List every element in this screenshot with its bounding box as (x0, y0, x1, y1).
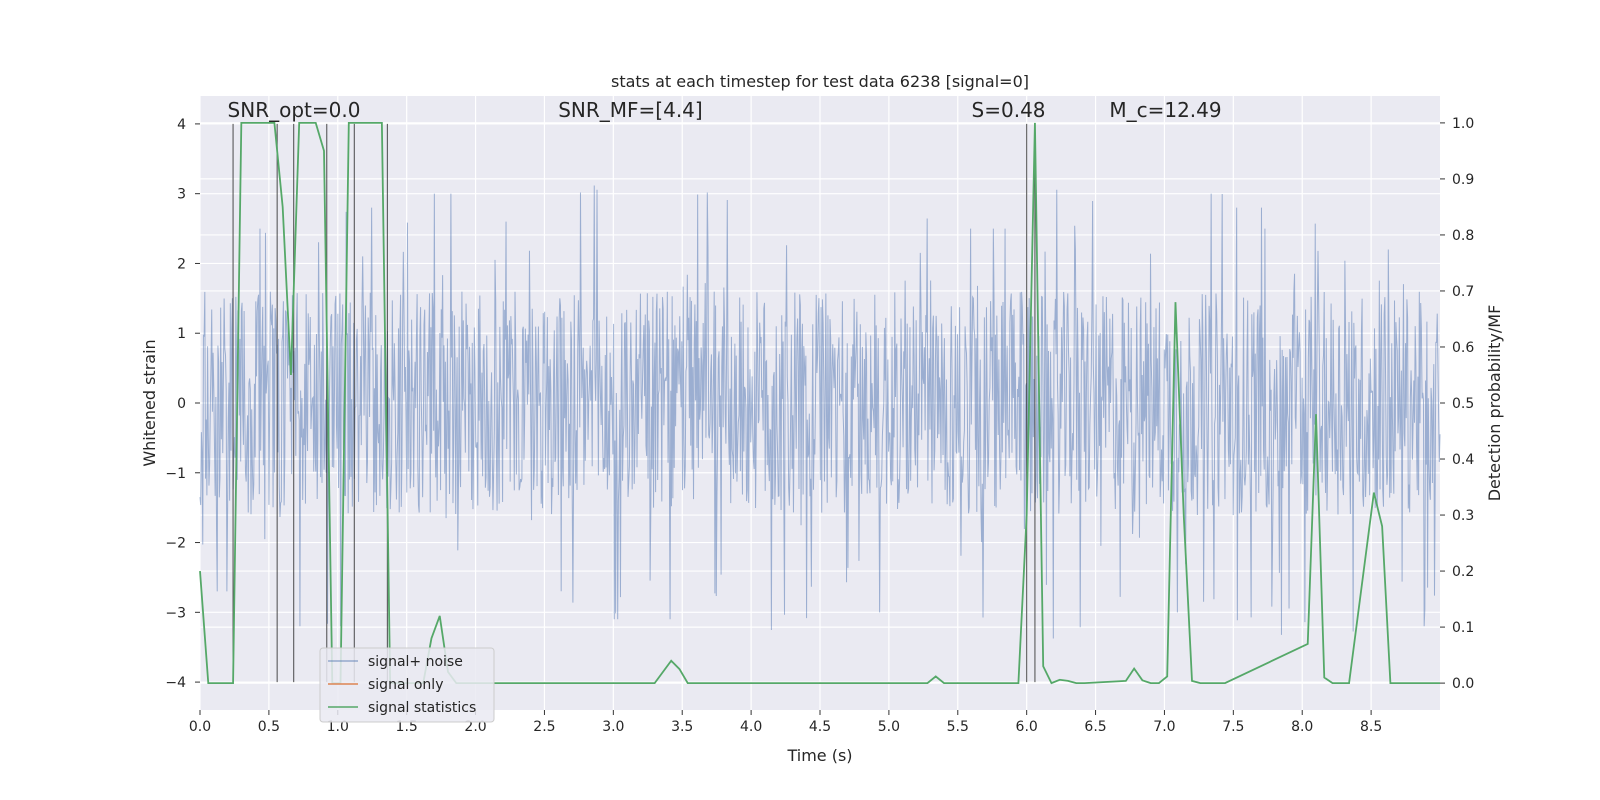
x-tick-label: 5.0 (878, 719, 900, 735)
series-signal-statistics (199, 121, 1440, 685)
x-tick-label: 4.0 (740, 719, 762, 735)
y2-tick-label: 0.6 (1452, 340, 1474, 356)
y-tick-label: −2 (165, 536, 186, 552)
y2-tick-label: 0.5 (1452, 396, 1474, 412)
y-tick-label: −3 (165, 605, 186, 621)
y2-tick-label: 0.4 (1452, 452, 1474, 468)
x-tick-label: 4.5 (809, 719, 831, 735)
y2-tick-label: 0.0 (1452, 676, 1474, 692)
series-signal-noise (199, 185, 1441, 639)
y-tick-label: 0 (177, 396, 186, 412)
chart-title: stats at each timestep for test data 623… (611, 72, 1029, 91)
y-tick-label: 2 (177, 256, 186, 272)
y-tick-label: 3 (177, 187, 186, 203)
x-tick-label: 2.0 (464, 719, 486, 735)
y-tick-label: −1 (165, 466, 186, 482)
annotation-1: SNR_MF=[4.4] (558, 98, 702, 122)
legend-label-signal-noise: signal+ noise (368, 654, 463, 670)
x-tick-label: 1.5 (396, 719, 418, 735)
y-tick-label: 4 (177, 117, 186, 133)
y-tick-label: 1 (177, 326, 186, 342)
legend-label-signal-only: signal only (368, 677, 443, 693)
x-axis-label: Time (s) (786, 746, 852, 765)
y2-tick-label: 0.9 (1452, 172, 1474, 188)
y2-tick-label: 0.7 (1452, 284, 1474, 300)
legend-label-signal-statistics: signal statistics (368, 700, 476, 716)
y-axis-label: Whitened strain (140, 339, 159, 466)
x-tick-label: 2.5 (533, 719, 555, 735)
y2-tick-label: 0.3 (1452, 508, 1474, 524)
x-tick-label: 7.5 (1222, 719, 1244, 735)
y2-axis-label: Detection probability/MF (1485, 305, 1504, 502)
x-tick-label: 7.0 (1153, 719, 1175, 735)
x-tick-label: 3.0 (602, 719, 624, 735)
y-tick-label: −4 (165, 675, 186, 691)
x-tick-label: 6.0 (1016, 719, 1038, 735)
legend-box (319, 647, 495, 723)
y2-tick-label: 1.0 (1452, 116, 1474, 132)
x-tick-label: 0.5 (258, 719, 280, 735)
x-tick-label: 0.0 (189, 719, 211, 735)
annotation-2: S=0.48 (972, 98, 1046, 122)
annotation-3: M_c=12.49 (1109, 98, 1221, 122)
x-tick-label: 8.0 (1291, 719, 1313, 735)
x-tick-label: 6.5 (1084, 719, 1106, 735)
legend: signal+ noise signal only signal statist… (319, 647, 495, 723)
y2-tick-label: 0.8 (1452, 228, 1474, 244)
annotation-0: SNR_opt=0.0 (228, 98, 361, 122)
x-tick-label: 1.0 (327, 719, 349, 735)
y2-tick-label: 0.2 (1452, 564, 1474, 580)
y2-tick-label: 0.1 (1452, 620, 1474, 636)
x-tick-label: 8.5 (1360, 719, 1382, 735)
x-tick-label: 5.5 (947, 719, 969, 735)
x-tick-label: 3.5 (671, 719, 693, 735)
